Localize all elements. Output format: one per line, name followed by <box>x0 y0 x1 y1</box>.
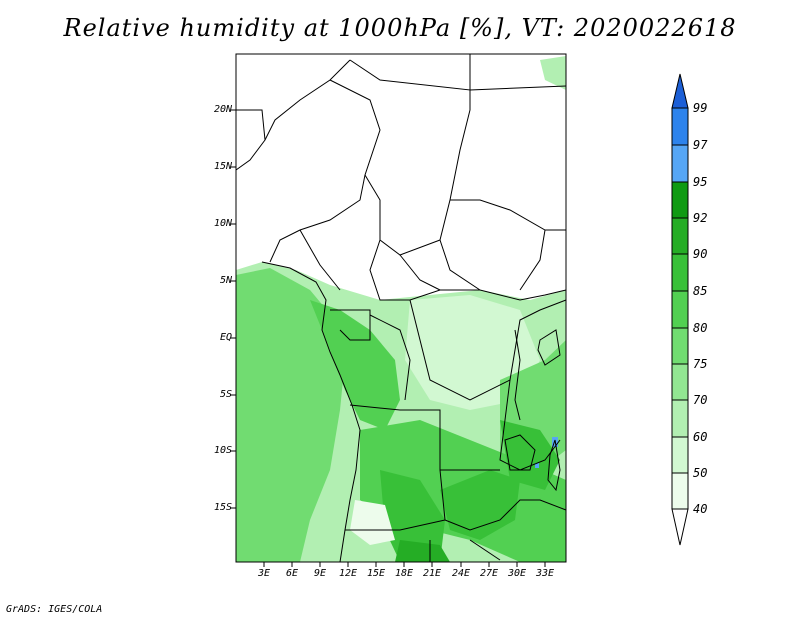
lon-label-15e: 15E <box>366 568 386 579</box>
lon-label-33e: 33E <box>535 568 555 579</box>
colorbar-label-97: 97 <box>693 138 708 152</box>
lat-label-eq: EQ <box>219 332 232 343</box>
colorbar-label-40: 40 <box>693 502 708 516</box>
colorbar-label-60: 60 <box>693 430 708 444</box>
colorbar-label-95: 95 <box>693 175 708 189</box>
lon-label-18e: 18E <box>394 568 414 579</box>
lat-label-20n: 20N <box>213 104 232 115</box>
lon-label-9e: 9E <box>313 568 327 579</box>
colorbar-top-arrow <box>671 73 689 109</box>
map-title: Relative humidity at 1000hPa [%], VT: 20… <box>63 14 737 42</box>
lat-label-10s: 10S <box>213 445 232 456</box>
lon-label-24e: 24E <box>451 568 471 579</box>
lat-label-5n: 5N <box>219 275 232 286</box>
axis-ticks <box>231 109 546 567</box>
borders <box>235 54 567 563</box>
colorbar-label-80: 80 <box>693 321 708 335</box>
lat-label-10n: 10N <box>213 218 232 229</box>
credit-text: GrADS: IGES/COLA <box>6 604 103 615</box>
colorbar-label-92: 92 <box>693 211 708 225</box>
colorbar-label-90: 90 <box>693 247 708 261</box>
lat-label-15n: 15N <box>213 161 232 172</box>
colorbar <box>671 73 689 546</box>
lon-label-3e: 3E <box>257 568 271 579</box>
map-frame <box>235 53 567 563</box>
colorbar-label-75: 75 <box>693 357 708 371</box>
lat-label-15s: 15S <box>213 502 232 513</box>
colorbar-label-70: 70 <box>693 393 708 407</box>
colorbar-bottom-arrow <box>671 508 689 546</box>
lat-label-5s: 5S <box>219 389 232 400</box>
colorbar-label-99: 99 <box>693 101 708 115</box>
lon-label-12e: 12E <box>338 568 358 579</box>
lon-label-30e: 30E <box>507 568 527 579</box>
colorbar-label-50: 50 <box>693 466 708 480</box>
lon-label-6e: 6E <box>285 568 299 579</box>
lon-label-21e: 21E <box>422 568 442 579</box>
humidity-field <box>236 56 566 562</box>
colorbar-label-85: 85 <box>693 284 708 298</box>
lon-label-27e: 27E <box>479 568 499 579</box>
